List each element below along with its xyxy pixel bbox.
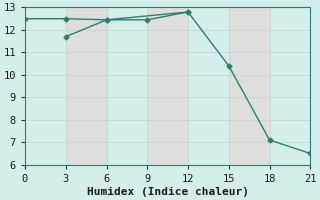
Bar <box>66 7 107 165</box>
X-axis label: Humidex (Indice chaleur): Humidex (Indice chaleur) <box>87 186 249 197</box>
Bar <box>147 7 188 165</box>
Bar <box>229 7 269 165</box>
